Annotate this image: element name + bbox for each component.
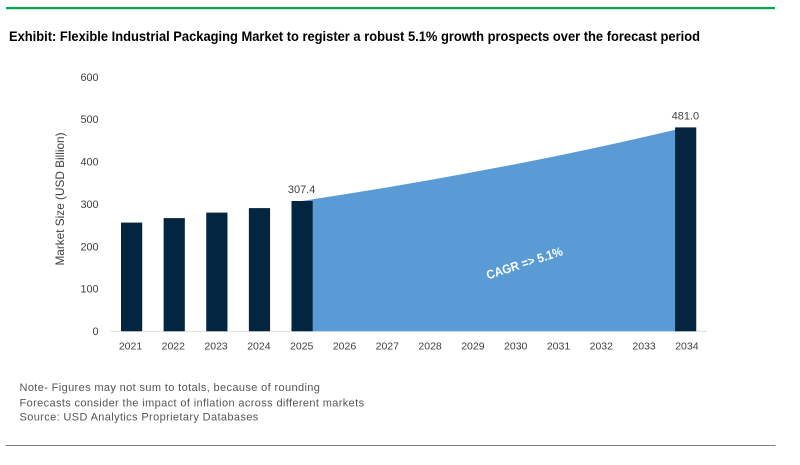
svg-text:0: 0 (92, 326, 98, 338)
svg-text:2028: 2028 (418, 341, 442, 353)
svg-text:Forecasts consider the impact: Forecasts consider the impact of inflati… (20, 397, 365, 409)
svg-text:500: 500 (80, 114, 98, 126)
svg-text:2026: 2026 (333, 341, 357, 353)
svg-text:2032: 2032 (590, 341, 614, 353)
svg-text:600: 600 (80, 72, 98, 84)
svg-text:300: 300 (80, 199, 98, 211)
svg-text:2021: 2021 (119, 341, 143, 353)
svg-text:Market Size (USD Billion): Market Size (USD Billion) (53, 132, 67, 265)
svg-text:Note- Figures may not sum to t: Note- Figures may not sum to totals, bec… (20, 382, 321, 394)
svg-text:200: 200 (80, 241, 98, 253)
svg-text:481.0: 481.0 (672, 110, 700, 122)
svg-text:2034: 2034 (675, 341, 699, 353)
svg-text:2023: 2023 (204, 341, 228, 353)
svg-text:2027: 2027 (376, 341, 400, 353)
svg-text:2024: 2024 (247, 341, 271, 353)
svg-text:400: 400 (80, 157, 98, 169)
svg-text:2031: 2031 (547, 341, 571, 353)
svg-text:Exhibit: Flexible Industrial P: Exhibit: Flexible Industrial Packaging M… (9, 29, 700, 44)
svg-text:2025: 2025 (290, 341, 314, 353)
svg-text:307.4: 307.4 (288, 184, 316, 196)
svg-text:2022: 2022 (162, 341, 186, 353)
svg-text:Source: USD Analytics Propriet: Source: USD Analytics Proprietary Databa… (20, 412, 259, 424)
svg-text:2030: 2030 (504, 341, 528, 353)
svg-text:2029: 2029 (461, 341, 485, 353)
svg-text:2033: 2033 (632, 341, 656, 353)
svg-text:100: 100 (80, 284, 98, 296)
